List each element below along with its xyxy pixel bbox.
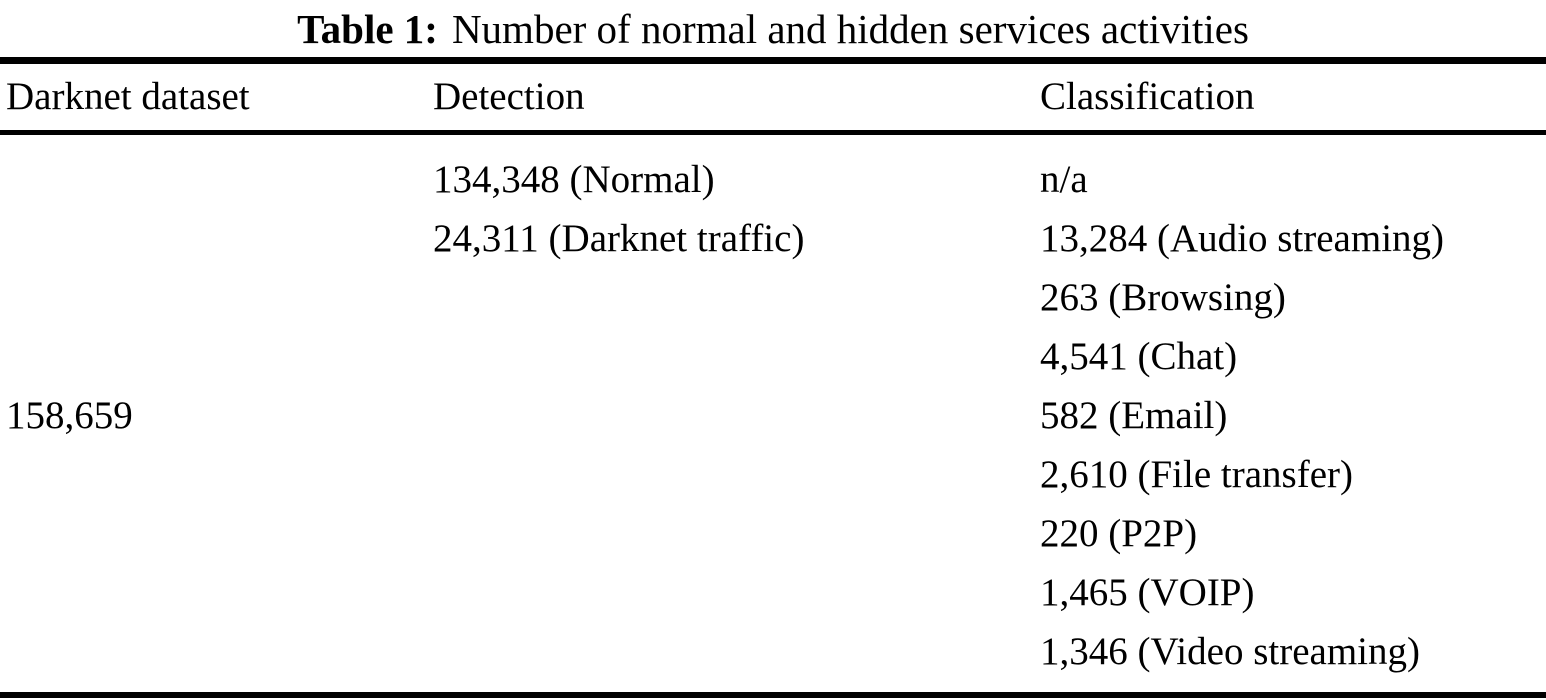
cell-dataset-total: 158,659 [6, 394, 133, 437]
column-header-classification: Classification [1040, 75, 1255, 118]
cell-dataset [0, 622, 433, 681]
cell-classification: 220 (P2P) [1040, 512, 1198, 555]
cell-classification: 1,465 (VOIP) [1040, 571, 1255, 614]
table-body: 134,348 (Normal) n/a 24,311 (Darknet tra… [0, 135, 1546, 681]
cell-dataset [0, 150, 433, 209]
table-caption-label: Table 1: [297, 6, 438, 52]
table-header-row: Darknet dataset Detection Classification [0, 64, 1546, 135]
cell-classification: 1,346 (Video streaming) [1040, 630, 1420, 673]
cell-dataset [0, 445, 433, 504]
cell-detection: 134,348 (Normal) [433, 158, 715, 201]
cell-detection [433, 563, 1040, 622]
cell-dataset [0, 563, 433, 622]
cell-classification: 263 (Browsing) [1040, 276, 1286, 319]
cell-classification: 2,610 (File transfer) [1040, 453, 1353, 496]
cell-classification: n/a [1040, 158, 1088, 201]
cell-detection [433, 504, 1040, 563]
column-header-darknet-dataset: Darknet dataset [6, 75, 250, 118]
cell-dataset [0, 504, 433, 563]
cell-detection: 24,311 (Darknet traffic) [433, 217, 805, 260]
cell-classification: 13,284 (Audio streaming) [1040, 217, 1445, 260]
cell-detection [433, 445, 1040, 504]
cell-dataset [0, 268, 433, 327]
cell-dataset [0, 209, 433, 268]
cell-classification: 582 (Email) [1040, 394, 1228, 437]
cell-detection [433, 622, 1040, 681]
column-header-detection: Detection [433, 75, 585, 118]
table-caption: Table 1: Number of normal and hidden serv… [0, 4, 1546, 54]
cell-classification: 4,541 (Chat) [1040, 335, 1238, 378]
cell-detection [433, 327, 1040, 386]
table-caption-text: Number of normal and hidden services act… [451, 6, 1249, 52]
cell-dataset [0, 327, 433, 386]
cell-detection [433, 268, 1040, 327]
cell-detection [433, 386, 1040, 445]
table: Darknet dataset Detection Classification… [0, 57, 1546, 698]
